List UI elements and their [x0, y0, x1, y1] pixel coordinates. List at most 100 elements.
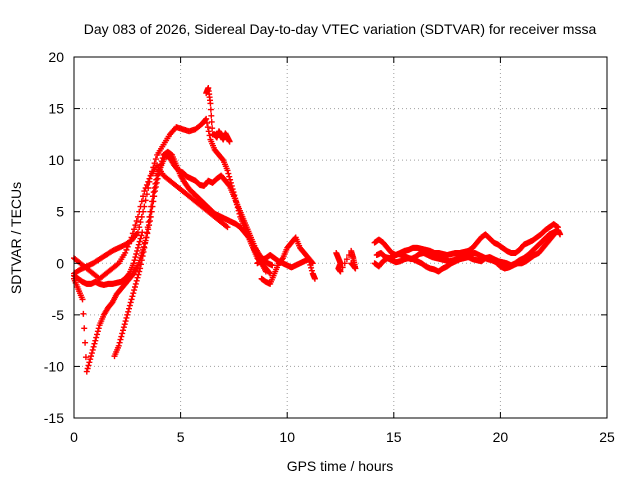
- x-axis-label: GPS time / hours: [287, 458, 394, 474]
- data-point: [122, 249, 129, 256]
- y-tick-label: 0: [56, 255, 64, 271]
- data-point: [114, 261, 121, 268]
- data-point: [136, 208, 143, 215]
- data-point: [208, 112, 215, 119]
- data-point: [209, 125, 216, 132]
- data-point: [120, 327, 127, 334]
- data-point: [119, 330, 126, 337]
- data-point: [143, 181, 150, 188]
- data-point: [149, 198, 156, 205]
- data-point: [131, 287, 138, 294]
- data-point: [143, 234, 150, 241]
- y-tick-labels: -15 -10 -5 0 5 10 15 20: [44, 49, 64, 426]
- data-point: [205, 128, 212, 135]
- data-point: [126, 240, 133, 247]
- x-tick-label: 0: [70, 429, 78, 445]
- data-point: [126, 302, 133, 309]
- data-point: [224, 167, 231, 174]
- data-point: [126, 305, 133, 312]
- data-point: [139, 253, 146, 260]
- data-point: [86, 359, 93, 366]
- x-tick-label: 25: [599, 429, 615, 445]
- data-point: [202, 116, 209, 123]
- data-point: [134, 247, 141, 254]
- data-point: [123, 314, 130, 321]
- data-point: [135, 241, 142, 248]
- data-point: [138, 198, 145, 205]
- data-point: [131, 284, 138, 291]
- data-point: [143, 191, 150, 198]
- data-point: [127, 299, 134, 306]
- data-point: [204, 124, 211, 131]
- data-point: [557, 231, 564, 238]
- data-point: [127, 237, 134, 244]
- data-point: [130, 260, 137, 267]
- data-point: [140, 193, 147, 200]
- data-point: [82, 354, 89, 361]
- data-point: [94, 331, 101, 338]
- data-point: [137, 203, 144, 210]
- data-point: [308, 267, 315, 274]
- data-point: [124, 311, 131, 318]
- data-point: [137, 235, 144, 242]
- data-point: [136, 268, 143, 275]
- data-point: [138, 257, 145, 264]
- data-point: [128, 234, 135, 241]
- data-point: [91, 340, 98, 347]
- y-tick-label: -15: [44, 410, 64, 426]
- data-point: [135, 271, 142, 278]
- data-point: [132, 280, 139, 287]
- data-point: [94, 328, 101, 335]
- data-point: [144, 224, 151, 231]
- plot-frame: [73, 56, 608, 419]
- x-tick-label: 10: [279, 429, 295, 445]
- data-point: [137, 261, 144, 268]
- data-point: [92, 337, 99, 344]
- data-point: [149, 193, 156, 200]
- data-point: [88, 350, 95, 357]
- data-point: [134, 274, 141, 281]
- data-point: [223, 223, 230, 230]
- data-point: [141, 188, 148, 195]
- data-point: [208, 118, 215, 125]
- chart-title: Day 083 of 2026, Sidereal Day-to-day VTE…: [84, 21, 597, 37]
- data-point: [82, 339, 89, 346]
- data-point: [227, 176, 234, 183]
- data-point: [266, 269, 273, 276]
- data-point: [145, 219, 152, 226]
- data-point: [139, 229, 146, 236]
- data-point: [226, 138, 233, 145]
- data-point: [148, 203, 155, 210]
- data-point: [89, 346, 96, 353]
- data-point: [153, 176, 160, 183]
- data-point: [134, 244, 141, 251]
- data-point: [121, 321, 128, 328]
- data-point: [136, 224, 143, 231]
- data-point: [140, 248, 147, 255]
- data-point: [206, 132, 213, 139]
- data-point: [95, 325, 102, 332]
- data-point: [125, 308, 132, 315]
- data-point: [137, 265, 144, 272]
- data-point: [306, 259, 313, 266]
- data-point: [93, 334, 100, 341]
- y-axis-label: SDTVAR / TECUs: [8, 182, 24, 294]
- data-point: [207, 106, 214, 113]
- x-tick-label: 20: [493, 429, 509, 445]
- y-tick-label: 5: [56, 204, 64, 220]
- data-point: [136, 238, 143, 245]
- data-point: [83, 368, 90, 375]
- data-point: [134, 213, 141, 220]
- data-point: [146, 175, 153, 182]
- data-point: [122, 318, 129, 325]
- data-point: [151, 184, 158, 191]
- data-point: [124, 243, 131, 250]
- data-point: [138, 232, 145, 239]
- data-point: [88, 353, 95, 360]
- data-point: [90, 343, 97, 350]
- data-point: [308, 264, 315, 271]
- data-point: [120, 324, 127, 331]
- data-point: [142, 184, 149, 191]
- data-point: [85, 362, 92, 369]
